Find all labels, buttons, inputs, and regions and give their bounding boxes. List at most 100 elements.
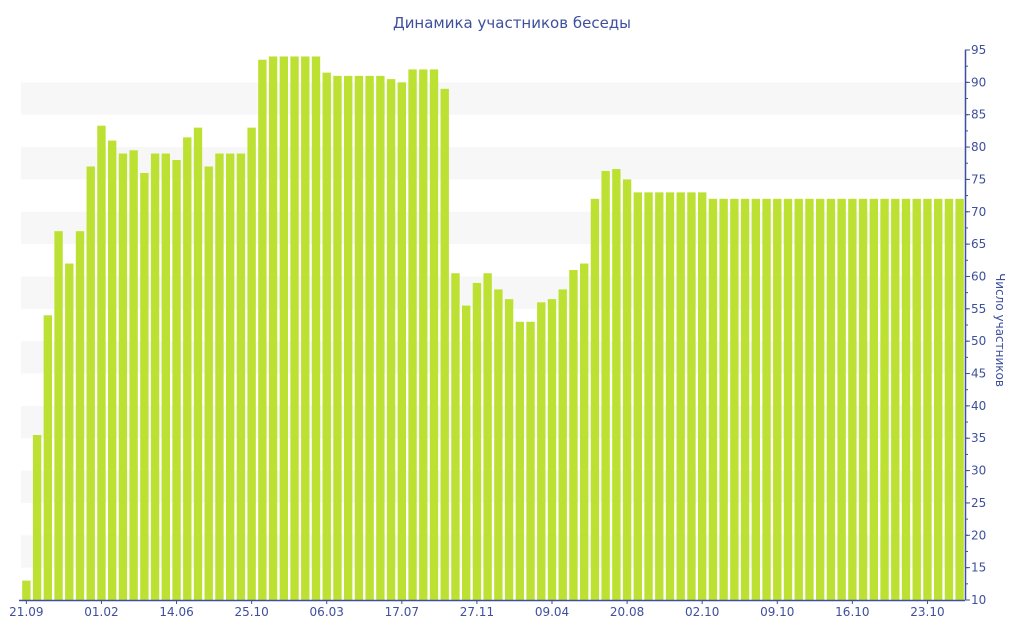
y-tick-label: 50: [971, 334, 986, 348]
x-tick-label: 20.08: [610, 605, 644, 619]
bar: [268, 56, 278, 601]
bar: [386, 79, 396, 601]
x-tick-label: 25.10: [234, 605, 268, 619]
bar: [65, 263, 74, 600]
bar: [226, 153, 235, 600]
bar: [419, 69, 428, 600]
bar: [311, 56, 321, 601]
y-tick-label: 80: [971, 140, 986, 154]
bar: [376, 75, 385, 600]
y-tick-label: 40: [971, 399, 986, 413]
bar: [698, 192, 707, 600]
bar: [408, 69, 417, 600]
bar: [236, 153, 246, 600]
y-tick-label: 65: [971, 237, 986, 251]
bar: [612, 169, 621, 600]
bar: [826, 198, 836, 600]
y-axis-title: Число участников: [993, 273, 1007, 387]
bar: [665, 192, 675, 600]
bar: [215, 153, 224, 600]
x-tick-label: 27.11: [460, 605, 494, 619]
bar: [687, 192, 696, 600]
y-tick-label: 15: [971, 561, 986, 575]
y-tick-label: 95: [971, 43, 986, 57]
bar: [880, 198, 889, 600]
bar: [515, 321, 524, 600]
grid-band: [21, 82, 965, 115]
bar: [322, 72, 331, 600]
bar: [22, 580, 31, 600]
bar: [118, 153, 128, 600]
bar: [526, 321, 535, 600]
x-axis: 21.09 01.02 14.06 25.10 06.03 17.07 27.11 09.04…: [9, 599, 965, 619]
bar: [934, 198, 943, 600]
bar: [569, 270, 578, 600]
bar: [183, 137, 192, 600]
bar: [108, 140, 117, 600]
y-tick-label: 35: [971, 431, 986, 445]
bar: [676, 192, 685, 600]
bar: [633, 192, 642, 600]
bar: [462, 305, 471, 600]
bar: [719, 198, 728, 600]
bar: [75, 231, 85, 600]
bar: [97, 125, 106, 601]
bar: [923, 198, 932, 600]
y-tick-label: 20: [971, 528, 986, 542]
x-tick-label: 23.10: [910, 605, 944, 619]
x-tick-label: 09.04: [535, 605, 569, 619]
bar: [773, 198, 782, 600]
bar: [483, 273, 492, 600]
bar: [740, 198, 750, 600]
bar: [622, 179, 632, 600]
bar: [762, 198, 771, 600]
y-tick-label: 25: [971, 496, 986, 510]
bar: [140, 172, 149, 600]
bar: [547, 299, 557, 600]
bar: [290, 56, 299, 601]
bar: [944, 198, 954, 600]
bar: [397, 82, 406, 601]
x-tick-label: 01.02: [84, 605, 118, 619]
bar: [86, 166, 95, 600]
bar: [504, 299, 514, 600]
bar: [247, 127, 256, 601]
bar: [869, 198, 878, 600]
bar: [333, 75, 342, 600]
x-tick-label: 21.09: [9, 605, 43, 619]
bar: [150, 153, 160, 600]
y-tick-label: 60: [971, 269, 986, 283]
y-tick-label: 85: [971, 108, 986, 122]
bar: [429, 69, 439, 600]
bar: [783, 198, 793, 600]
bar: [301, 56, 310, 601]
x-tick-label: 17.07: [385, 605, 419, 619]
y-tick-label: 45: [971, 367, 986, 381]
bar: [794, 198, 803, 600]
y-tick-label: 75: [971, 172, 986, 186]
bar: [901, 198, 911, 600]
bar: [344, 75, 353, 600]
bar: [644, 192, 653, 600]
bar: [54, 231, 63, 600]
bar: [858, 198, 868, 600]
bar: [558, 289, 567, 600]
bar: [354, 75, 364, 600]
x-tick-label: 09.10: [760, 605, 794, 619]
bar: [43, 315, 52, 600]
bar: [161, 153, 170, 600]
bar: [365, 75, 374, 600]
bar: [848, 198, 857, 600]
y-tick-label: 30: [971, 464, 986, 478]
bar: [580, 263, 589, 600]
bar: [258, 59, 267, 600]
bars: [22, 56, 964, 601]
bar: [708, 198, 718, 600]
bar: [590, 198, 600, 600]
bar: [837, 198, 846, 600]
bar: [472, 282, 482, 600]
bar: [451, 273, 460, 600]
bar: [440, 88, 449, 600]
x-tick-label: 14.06: [159, 605, 193, 619]
